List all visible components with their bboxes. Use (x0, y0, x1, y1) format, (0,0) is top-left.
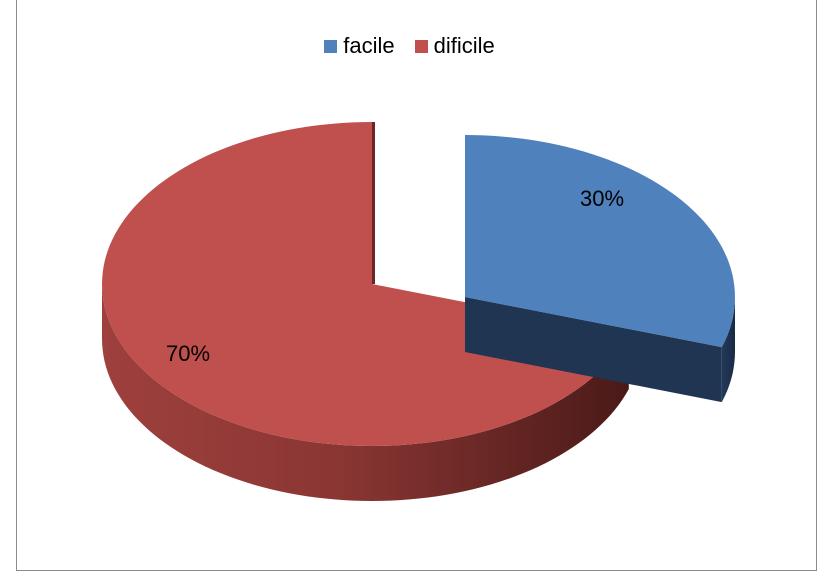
slice-side-dificile (102, 284, 629, 501)
slice-cut-dificile (372, 122, 375, 284)
slice-cut-facile (465, 297, 722, 403)
data-label-dificile: 70% (166, 341, 210, 366)
legend-label-dificile: dificile (433, 33, 495, 58)
legend-label-facile: facile (343, 33, 395, 58)
slice-side-facile (721, 297, 735, 403)
pie-slice-facile (465, 135, 735, 403)
chart-legend: facile dificile (0, 33, 819, 59)
pie-slice-dificile (102, 122, 629, 501)
slice-top-dificile (102, 122, 629, 446)
slice-top-facile (465, 135, 735, 348)
legend-swatch-dificile (414, 39, 428, 53)
legend-item-facile: facile (324, 33, 395, 59)
legend-item-dificile: dificile (414, 33, 495, 59)
data-label-facile: 30% (580, 186, 624, 211)
legend-swatch-facile (324, 39, 338, 53)
